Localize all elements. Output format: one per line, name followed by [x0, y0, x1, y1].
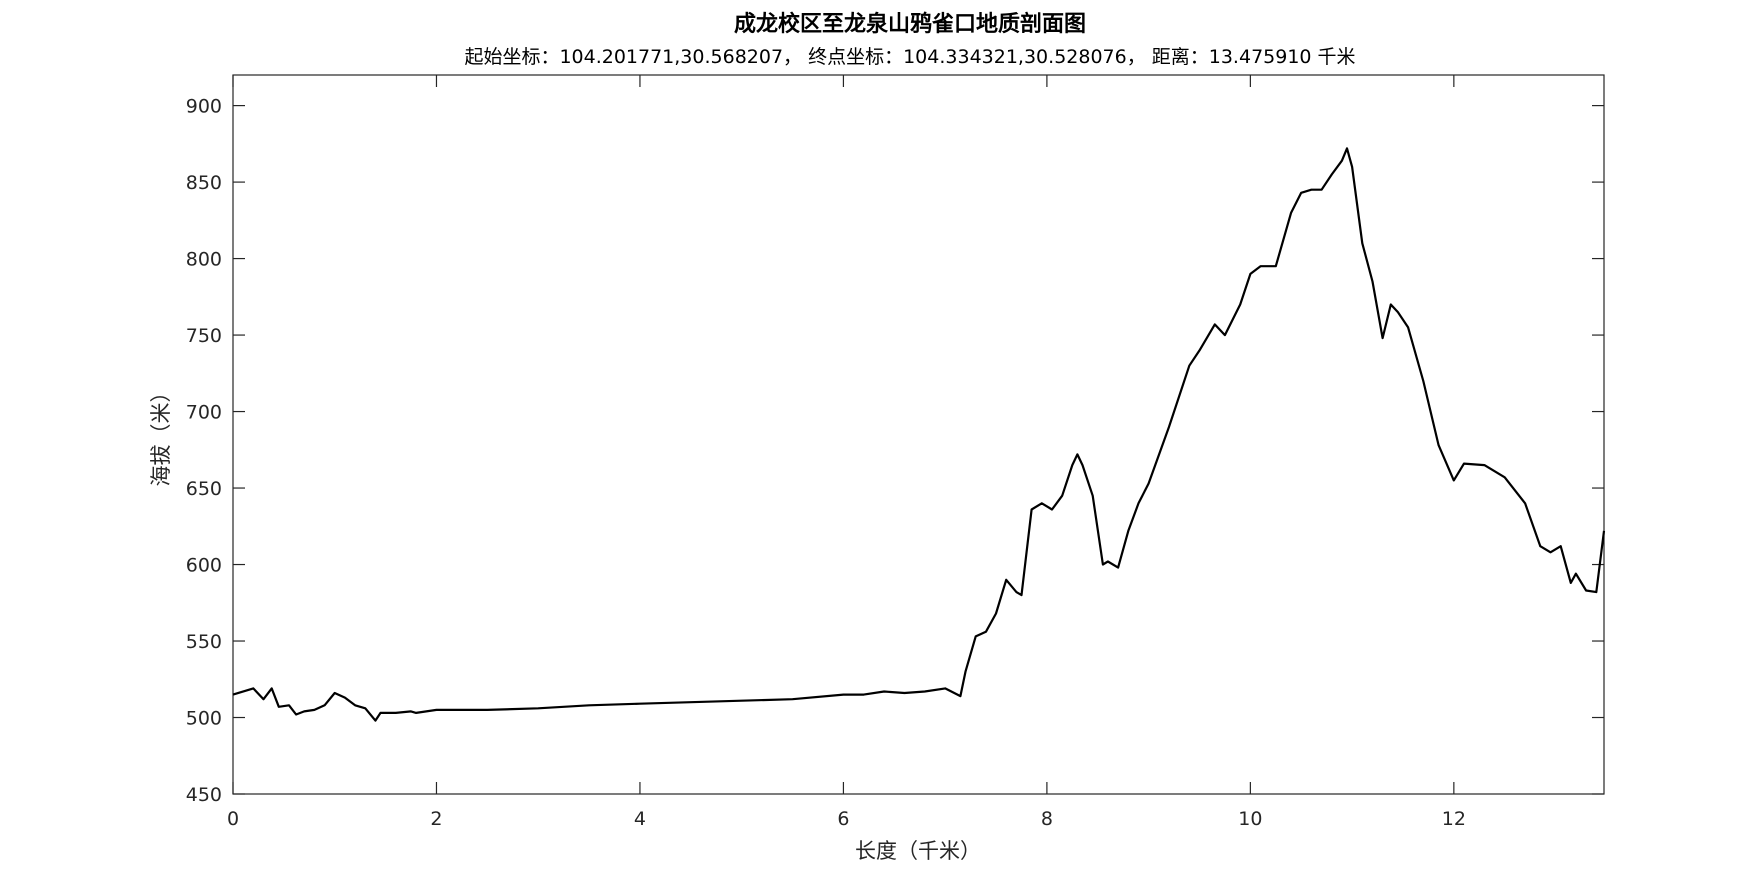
y-tick-label: 850 [186, 172, 222, 194]
x-tick-label: 0 [227, 808, 239, 830]
elevation-line [232, 147, 1606, 722]
x-tick-label: 4 [634, 808, 646, 830]
x-tick-label: 6 [837, 808, 849, 830]
y-tick-label: 900 [186, 96, 222, 118]
y-tick-label: 550 [186, 631, 222, 653]
x-tick-label: 10 [1238, 808, 1262, 830]
chart-title: 成龙校区至龙泉山鸦雀口地质剖面图 [734, 11, 1086, 37]
x-tick-label: 8 [1041, 808, 1053, 830]
y-axis-label: 海拔（米） [149, 382, 173, 487]
y-tick-label: 500 [186, 708, 222, 730]
x-axis: 0 2 4 6 8 10 12 [227, 75, 1466, 830]
chart-subtitle: 起始坐标：104.201771,30.568207， 终点坐标：104.3343… [464, 46, 1355, 68]
x-axis-label: 长度（千米） [855, 839, 981, 863]
y-axis: 450 500 550 600 650 700 750 800 850 900 [186, 96, 1604, 806]
y-tick-label: 750 [186, 325, 222, 347]
y-tick-label: 450 [186, 784, 222, 806]
x-tick-label: 12 [1442, 808, 1466, 830]
plot-area [232, 74, 1605, 795]
y-tick-label: 700 [186, 402, 222, 424]
y-tick-label: 650 [186, 478, 222, 500]
y-tick-label: 800 [186, 249, 222, 271]
x-tick-label: 2 [430, 808, 442, 830]
y-tick-label: 600 [186, 555, 222, 577]
